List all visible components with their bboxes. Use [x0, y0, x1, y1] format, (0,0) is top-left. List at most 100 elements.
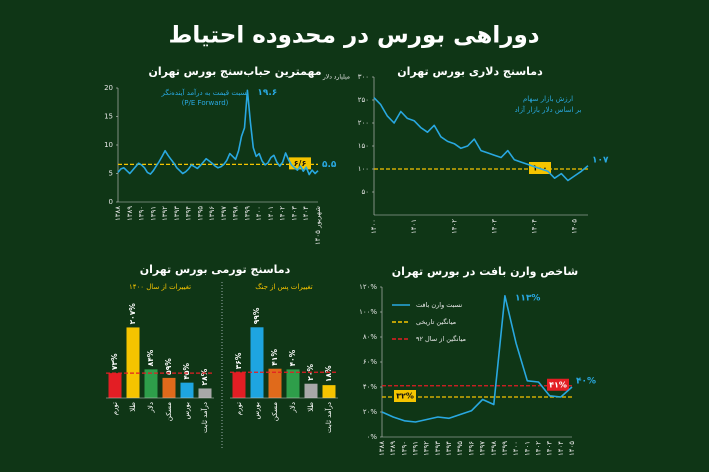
bar — [268, 368, 282, 398]
x-tick-label: ۱۴۰۴ — [557, 441, 565, 456]
x-tick-label: ۱۳۸۹ — [126, 206, 134, 221]
x-tick-label: ۱۴۰۴ — [531, 219, 539, 234]
x-tick-label: بورس — [253, 402, 261, 420]
panel-subtitle: تغییرات پس از جنگ — [255, 282, 313, 291]
y-tick-label: ۲۵۰ — [358, 96, 369, 104]
x-tick-label: ۱۳۹۱ — [412, 441, 420, 456]
data-line — [373, 97, 589, 182]
x-tick-label: ۱۴۰۳ — [290, 206, 298, 221]
x-tick-label: تورم — [235, 402, 243, 415]
reference-label: ۴۱% — [549, 380, 567, 389]
x-tick-label: ۱۳۹۴ — [445, 441, 453, 456]
x-tick-label: طلا — [307, 402, 315, 412]
page-title: دوراهی بورس در محدوده احتیاط — [168, 23, 539, 49]
x-tick-label: ۱۳۹۳ — [173, 206, 181, 221]
y-tick-label: ۳۰۰ — [358, 73, 369, 81]
value-label: ۴۰% — [576, 377, 596, 387]
value-label: ۲۰۷% — [128, 303, 137, 325]
x-tick-label: ۱۴۰۵ — [568, 441, 576, 456]
x-tick-label: مسکن — [271, 402, 279, 421]
bar — [198, 388, 212, 398]
data-line — [117, 89, 319, 176]
reference-label: ۳۲% — [396, 392, 414, 401]
value-label: ۵.۵ — [322, 160, 337, 170]
x-tick-label: ۱۴۰۴ — [302, 206, 310, 221]
x-tick-label: بورس — [183, 402, 191, 420]
y-tick-label: ۱۰۰% — [359, 308, 377, 316]
x-tick-label: ۱۳۹۶ — [467, 441, 475, 456]
x-tick-label: دلار — [147, 402, 155, 414]
y-tick-label: ۲۰۰ — [358, 119, 369, 127]
y-tick-label: ۱۲۰% — [359, 283, 377, 291]
value-label: ۴۰% — [288, 349, 297, 366]
x-tick-label: ۱۳۹۸ — [490, 441, 498, 456]
y-tick-label: 15 — [104, 113, 113, 121]
y-axis-label: میلیارد دلار — [322, 74, 350, 81]
y-tick-label: ۵۰ — [361, 188, 369, 196]
x-tick-label: ۱۳۹۲ — [161, 206, 169, 221]
x-tick-label: درآمد ثابت — [324, 402, 333, 433]
x-tick-label: ۱۳۹۷ — [479, 441, 487, 456]
value-label: ۲۸% — [200, 368, 209, 385]
bar — [304, 383, 318, 398]
x-tick-label: ۱۳۹۴ — [185, 206, 193, 221]
y-tick-label: ۸۰% — [363, 333, 378, 341]
x-tick-label: دلار — [289, 402, 297, 414]
chart-title: مهمترین حباب‌سنج بورس تهران — [148, 65, 321, 78]
y-tick-label: ۴۰% — [363, 383, 378, 391]
legend-label: میانگین تاریخی — [416, 318, 456, 326]
bar — [250, 327, 264, 398]
value-label: ۷۳% — [110, 353, 119, 370]
chart-title: شاخص وارن بافت در بورس تهران — [392, 265, 578, 278]
y-tick-label: ۰% — [367, 433, 378, 441]
x-tick-label: ۱۴۰۱ — [267, 206, 275, 221]
bar — [322, 385, 336, 398]
y-tick-label: 10 — [104, 141, 113, 149]
x-tick-label: ۱۳۹۰ — [138, 206, 146, 221]
annotation: (P/E Forward) — [182, 99, 229, 107]
x-tick-label: ۱۴۰۰ — [370, 219, 378, 234]
x-tick-label: ۱۴۰۱ — [410, 219, 418, 234]
value-label: ۱۰۷ — [592, 155, 609, 165]
x-tick-label: ۱۴۰۲ — [450, 219, 458, 234]
reference-label-box — [289, 157, 311, 170]
reference-label-box — [394, 390, 416, 402]
x-tick-label: شهریور ۱۴۰۵ — [314, 206, 322, 245]
y-tick-label: ۱۵۰ — [358, 142, 369, 150]
bar — [162, 377, 176, 398]
x-tick-label: ۱۳۹۵ — [456, 441, 464, 456]
x-tick-label: ۱۴۰۲ — [534, 441, 542, 456]
x-tick-label: مسکن — [165, 402, 173, 421]
bar — [144, 369, 158, 398]
y-tick-label: ۶۰% — [363, 358, 378, 366]
x-tick-label: ۱۴۰۲ — [279, 206, 287, 221]
x-tick-label: ۱۳۹۶ — [208, 206, 216, 221]
value-label: ۳۶% — [234, 352, 243, 369]
y-tick-label: ۲۰% — [363, 408, 378, 416]
bar — [126, 327, 140, 398]
x-tick-label: ۱۳۹۸ — [232, 206, 240, 221]
x-tick-label: ۱۳۸۸ — [114, 206, 122, 221]
annotation: بر اساس دلار بازار آزاد — [515, 105, 582, 114]
data-line — [381, 295, 573, 423]
value-label: ۱۹.۶ — [257, 88, 277, 98]
chart-title: دماسنج دلاری بورس تهران — [397, 65, 543, 78]
bar — [286, 369, 300, 398]
x-tick-label: ۱۳۹۹ — [243, 206, 251, 221]
x-tick-label: ۱۳۹۳ — [434, 441, 442, 456]
bar — [180, 382, 194, 398]
x-tick-label: طلا — [129, 402, 137, 412]
bar — [108, 373, 122, 398]
y-tick-label: 0 — [109, 198, 113, 206]
x-tick-label: ۱۴۰۵ — [571, 219, 579, 234]
annotation: نسبت قیمت به درآمد آینده‌نگر — [160, 88, 248, 97]
legend-label: نسبت وارن بافت — [416, 301, 462, 309]
bar — [232, 372, 246, 398]
x-tick-label: ۱۴۰۱ — [523, 441, 531, 456]
x-tick-label: درآمد ثابت — [200, 402, 209, 433]
y-tick-label: 20 — [104, 84, 113, 92]
value-label: ۱۸% — [324, 365, 333, 382]
